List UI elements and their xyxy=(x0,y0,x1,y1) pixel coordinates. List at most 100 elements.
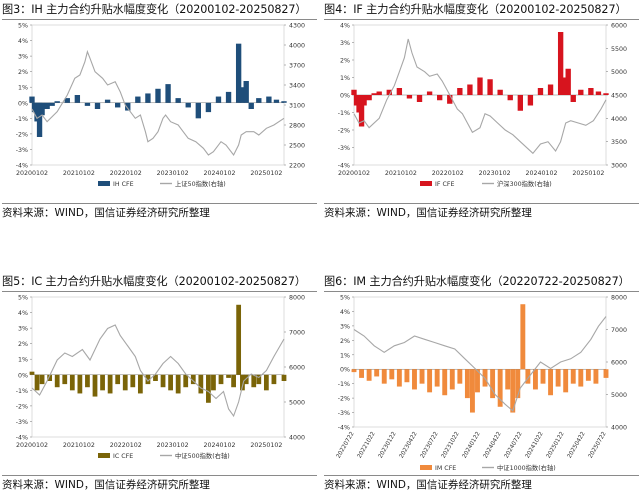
x-axis-tick-label: 20210102 xyxy=(385,170,417,177)
premium-bar xyxy=(537,88,544,95)
premium-bar xyxy=(271,374,277,385)
premium-bar xyxy=(540,369,546,384)
premium-bar xyxy=(464,369,470,399)
premium-bar xyxy=(419,369,425,384)
right-axis-tick-label: 2800 xyxy=(289,123,305,130)
left-axis-tick-label: -2% xyxy=(16,403,28,410)
left-axis-tick-label: -1% xyxy=(338,381,350,388)
premium-bar xyxy=(256,374,262,385)
premium-bar xyxy=(135,96,141,103)
left-axis-tick-label: -1% xyxy=(16,116,28,123)
left-axis-tick-label: -2% xyxy=(338,396,350,403)
premium-bar xyxy=(578,369,584,387)
left-axis-tick-label: 2% xyxy=(18,69,28,76)
right-axis-tick-label: 8000 xyxy=(611,295,627,302)
premium-bar xyxy=(281,101,287,103)
panel-title: 图4：IF 主力合约升贴水幅度变化（20200102-20250827） xyxy=(324,3,627,16)
premium-bar xyxy=(561,77,568,95)
left-axis-tick-label: -2% xyxy=(338,128,350,135)
right-axis-tick-label: 3100 xyxy=(289,103,305,110)
x-axis-tick-label: 20250102 xyxy=(572,170,604,177)
legend-label-bar: IM CFE xyxy=(435,465,456,472)
legend-label-line: 中证500指数(右轴) xyxy=(175,451,230,460)
left-axis-tick-label: 0% xyxy=(18,372,28,379)
x-axis-tick-label: 20210102 xyxy=(63,442,95,449)
premium-bar xyxy=(39,374,45,385)
right-axis-tick-label: 3700 xyxy=(289,63,305,70)
left-axis-tick-label: -1% xyxy=(338,110,350,117)
x-axis-tick-label: 20230102 xyxy=(157,442,189,449)
premium-bar xyxy=(225,91,232,103)
legend-label-bar: IF CFE xyxy=(435,181,454,188)
premium-bar xyxy=(263,374,269,391)
premium-bar xyxy=(29,96,35,103)
premium-bar xyxy=(427,369,433,393)
title-divider xyxy=(2,19,317,20)
premium-bar xyxy=(497,89,503,95)
x-axis-tick-label: 20230122 xyxy=(378,431,398,460)
premium-bar xyxy=(449,369,455,390)
premium-bar xyxy=(84,102,91,106)
left-axis-tick-label: -1% xyxy=(16,388,28,395)
x-axis-tick-label: 20220722 xyxy=(336,431,356,460)
premium-bar xyxy=(595,91,602,95)
panel-title: 图5：IC 主力合约升贴水幅度变化（20200102-20250827） xyxy=(2,275,306,288)
left-axis-tick-label: -2% xyxy=(16,131,28,138)
premium-bar xyxy=(215,96,222,103)
premium-bar xyxy=(145,93,151,103)
premium-bar xyxy=(565,68,571,95)
right-axis-tick-label: 4000 xyxy=(611,116,627,123)
premium-bar xyxy=(49,102,55,106)
premium-bar xyxy=(359,369,365,378)
legend-swatch-bar xyxy=(98,453,110,458)
premium-bar xyxy=(198,374,204,394)
left-axis-tick-label: 0% xyxy=(340,367,350,374)
right-axis-tick-label: 5000 xyxy=(289,400,305,407)
left-axis-tick-label: 1% xyxy=(18,85,28,92)
premium-bar xyxy=(211,374,216,391)
panel-source: 资料来源：WIND，国信证券经济研究所整理 xyxy=(324,479,532,491)
premium-bar xyxy=(226,374,231,378)
premium-bar xyxy=(366,369,372,381)
premium-bar xyxy=(578,89,584,95)
x-axis-tick-label: 20230722 xyxy=(420,431,440,460)
x-axis-tick-label: 20240102 xyxy=(525,170,557,177)
premium-bar xyxy=(416,95,423,102)
premium-bar xyxy=(457,369,463,384)
premium-bar xyxy=(190,374,196,385)
premium-bar xyxy=(525,369,531,384)
premium-bar xyxy=(34,374,40,391)
x-axis-tick-label: 20241022 xyxy=(525,431,545,460)
premium-bar xyxy=(168,374,173,391)
premium-bar xyxy=(195,102,201,119)
premium-bar xyxy=(437,95,443,101)
premium-bar xyxy=(240,374,245,391)
premium-bar xyxy=(92,374,98,397)
premium-bar xyxy=(153,374,158,381)
premium-bar xyxy=(497,369,503,407)
right-axis-tick-label: 2200 xyxy=(289,163,305,170)
premium-bar xyxy=(125,102,131,111)
premium-bar xyxy=(47,374,53,381)
premium-bar xyxy=(588,88,594,95)
right-axis-tick-label: 4500 xyxy=(611,93,627,100)
left-axis-tick-label: 1% xyxy=(340,352,350,359)
x-axis-tick-label: 20230422 xyxy=(399,431,419,460)
left-axis-tick-label: 4% xyxy=(18,38,28,45)
x-axis-tick-label: 20220102 xyxy=(110,170,142,177)
premium-bar xyxy=(243,374,249,385)
premium-bar xyxy=(412,369,417,390)
premium-bar xyxy=(467,84,473,95)
premium-bar xyxy=(281,374,287,381)
premium-bar xyxy=(218,374,224,385)
right-axis-tick-label: 3500 xyxy=(611,139,627,146)
premium-bar xyxy=(404,369,410,383)
x-axis-tick-label: 20230102 xyxy=(157,170,189,177)
premium-bar xyxy=(396,88,403,95)
title-divider xyxy=(2,291,317,292)
premium-bar xyxy=(376,91,382,95)
left-axis-tick-label: 5% xyxy=(340,295,350,302)
left-axis-tick-label: 2% xyxy=(340,58,350,65)
index-line xyxy=(353,316,607,412)
right-axis-tick-label: 5000 xyxy=(611,392,627,399)
